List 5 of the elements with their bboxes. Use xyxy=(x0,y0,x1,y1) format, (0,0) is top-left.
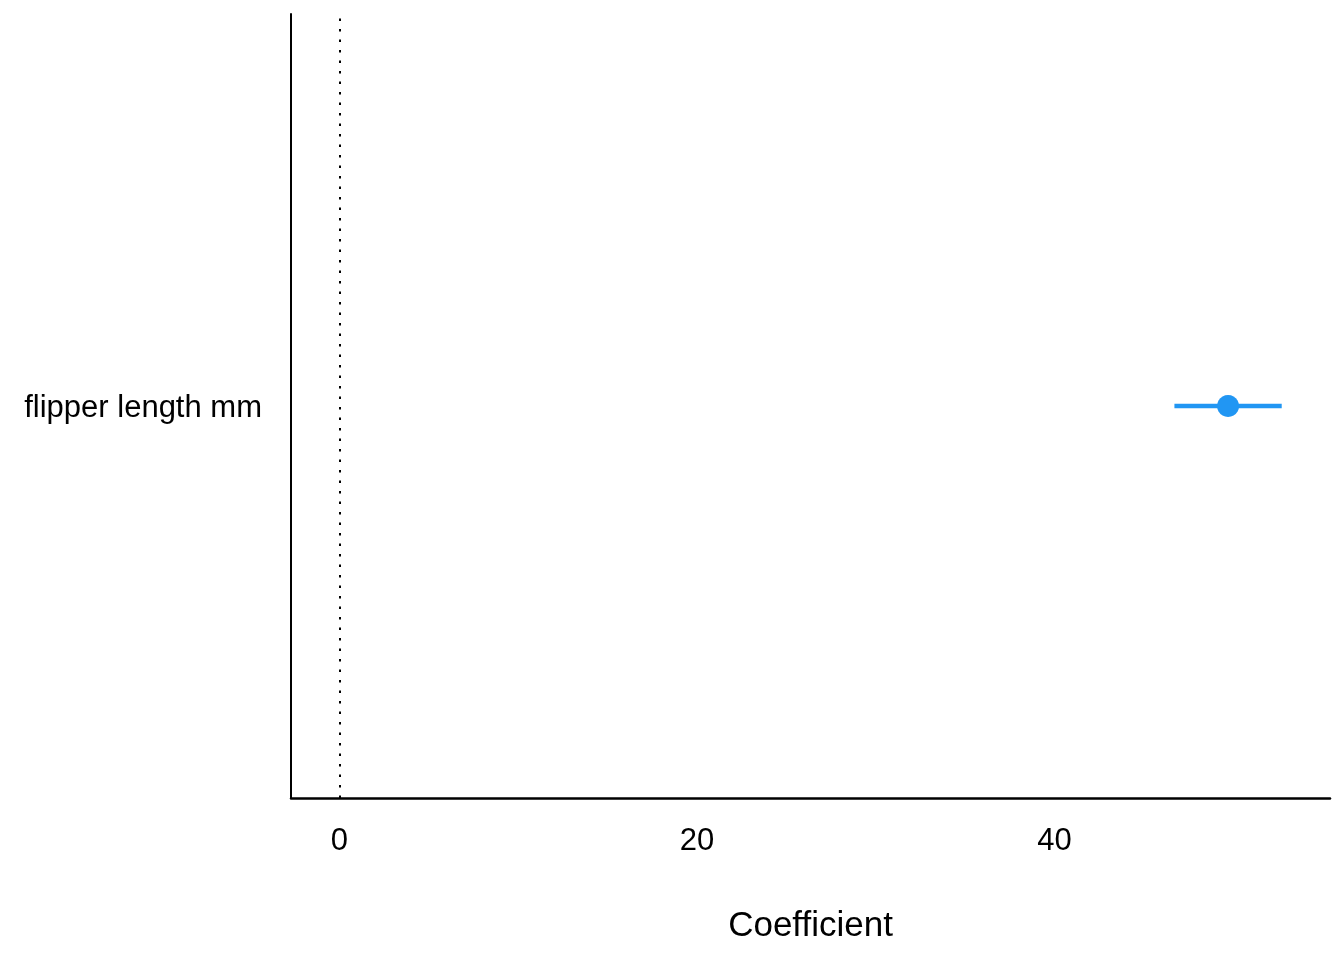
x-axis-title: Coefficient xyxy=(728,904,894,943)
y-tick-label: flipper length mm xyxy=(24,388,262,424)
x-tick-label: 20 xyxy=(679,822,715,857)
x-tick-label: 40 xyxy=(1037,822,1072,857)
x-tick-label: 0 xyxy=(330,822,348,857)
